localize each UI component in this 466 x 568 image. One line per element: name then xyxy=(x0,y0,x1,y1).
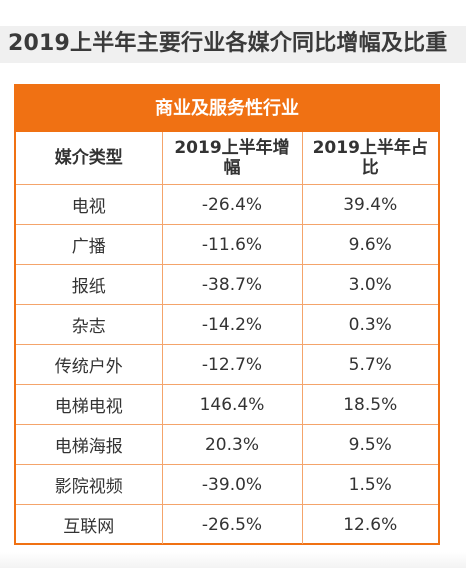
header-row: 媒介类型 2019上半年增幅 2019上半年占比 xyxy=(16,132,438,185)
data-table: 媒介类型 2019上半年增幅 2019上半年占比 电视 -26.4% 39.4% 广播… xyxy=(16,132,438,544)
cell-media: 电梯海报 xyxy=(16,424,163,465)
table-row: 影院视频 -39.0% 1.5% xyxy=(16,464,438,505)
page-title: 2019上半年主要行业各媒介同比增幅及比重 xyxy=(8,31,448,56)
cell-share: 39.4% xyxy=(301,184,438,225)
column-header-media: 媒介类型 xyxy=(16,132,163,185)
cell-growth: -38.7% xyxy=(161,264,303,305)
title-bar: 2019上半年主要行业各媒介同比增幅及比重 xyxy=(0,26,466,63)
table-row: 互联网 -26.5% 12.6% xyxy=(16,504,438,544)
table-row: 电梯电视 146.4% 18.5% xyxy=(16,384,438,425)
table-row: 杂志 -14.2% 0.3% xyxy=(16,304,438,345)
cell-media: 报纸 xyxy=(16,264,163,305)
cell-media: 电视 xyxy=(16,184,163,225)
cell-growth: -12.7% xyxy=(161,344,303,385)
cell-growth: 146.4% xyxy=(161,384,303,425)
cell-share: 9.6% xyxy=(301,224,438,265)
cell-share: 0.3% xyxy=(301,304,438,345)
cell-media: 互联网 xyxy=(16,504,163,544)
cell-growth: -39.0% xyxy=(161,464,303,505)
cell-growth: -11.6% xyxy=(161,224,303,265)
cell-share: 1.5% xyxy=(301,464,438,505)
column-header-share: 2019上半年占比 xyxy=(301,132,438,185)
cell-media: 广播 xyxy=(16,224,163,265)
cell-growth: -14.2% xyxy=(161,304,303,345)
cell-growth: -26.5% xyxy=(161,504,303,544)
column-header-growth: 2019上半年增幅 xyxy=(161,132,303,185)
group-header: 商业及服务性行业 xyxy=(16,86,438,132)
table-row: 电梯海报 20.3% 9.5% xyxy=(16,424,438,465)
cell-share: 9.5% xyxy=(301,424,438,465)
cell-share: 12.6% xyxy=(301,504,438,544)
table-row: 传统户外 -12.7% 5.7% xyxy=(16,344,438,385)
cell-share: 3.0% xyxy=(301,264,438,305)
cell-growth: -26.4% xyxy=(161,184,303,225)
table-card: 商业及服务性行业 媒介类型 2019上半年增幅 2019上半年占比 电视 -26.… xyxy=(14,84,440,545)
cell-media: 影院视频 xyxy=(16,464,163,505)
cell-media: 杂志 xyxy=(16,304,163,345)
cell-media: 传统户外 xyxy=(16,344,163,385)
column-header-share-text: 2019上半年占比 xyxy=(312,138,428,178)
cell-media: 电梯电视 xyxy=(16,384,163,425)
column-header-growth-text: 2019上半年增幅 xyxy=(174,138,290,178)
cell-share: 18.5% xyxy=(301,384,438,425)
cell-share: 5.7% xyxy=(301,344,438,385)
table-body: 电视 -26.4% 39.4% 广播 -11.6% 9.6% 报纸 -38.7% 3.0% 杂志 -… xyxy=(16,184,438,544)
table-row: 广播 -11.6% 9.6% xyxy=(16,224,438,265)
table-row: 报纸 -38.7% 3.0% xyxy=(16,264,438,305)
bottom-fade xyxy=(0,552,466,568)
cell-growth: 20.3% xyxy=(161,424,303,465)
table-row: 电视 -26.4% 39.4% xyxy=(16,184,438,225)
